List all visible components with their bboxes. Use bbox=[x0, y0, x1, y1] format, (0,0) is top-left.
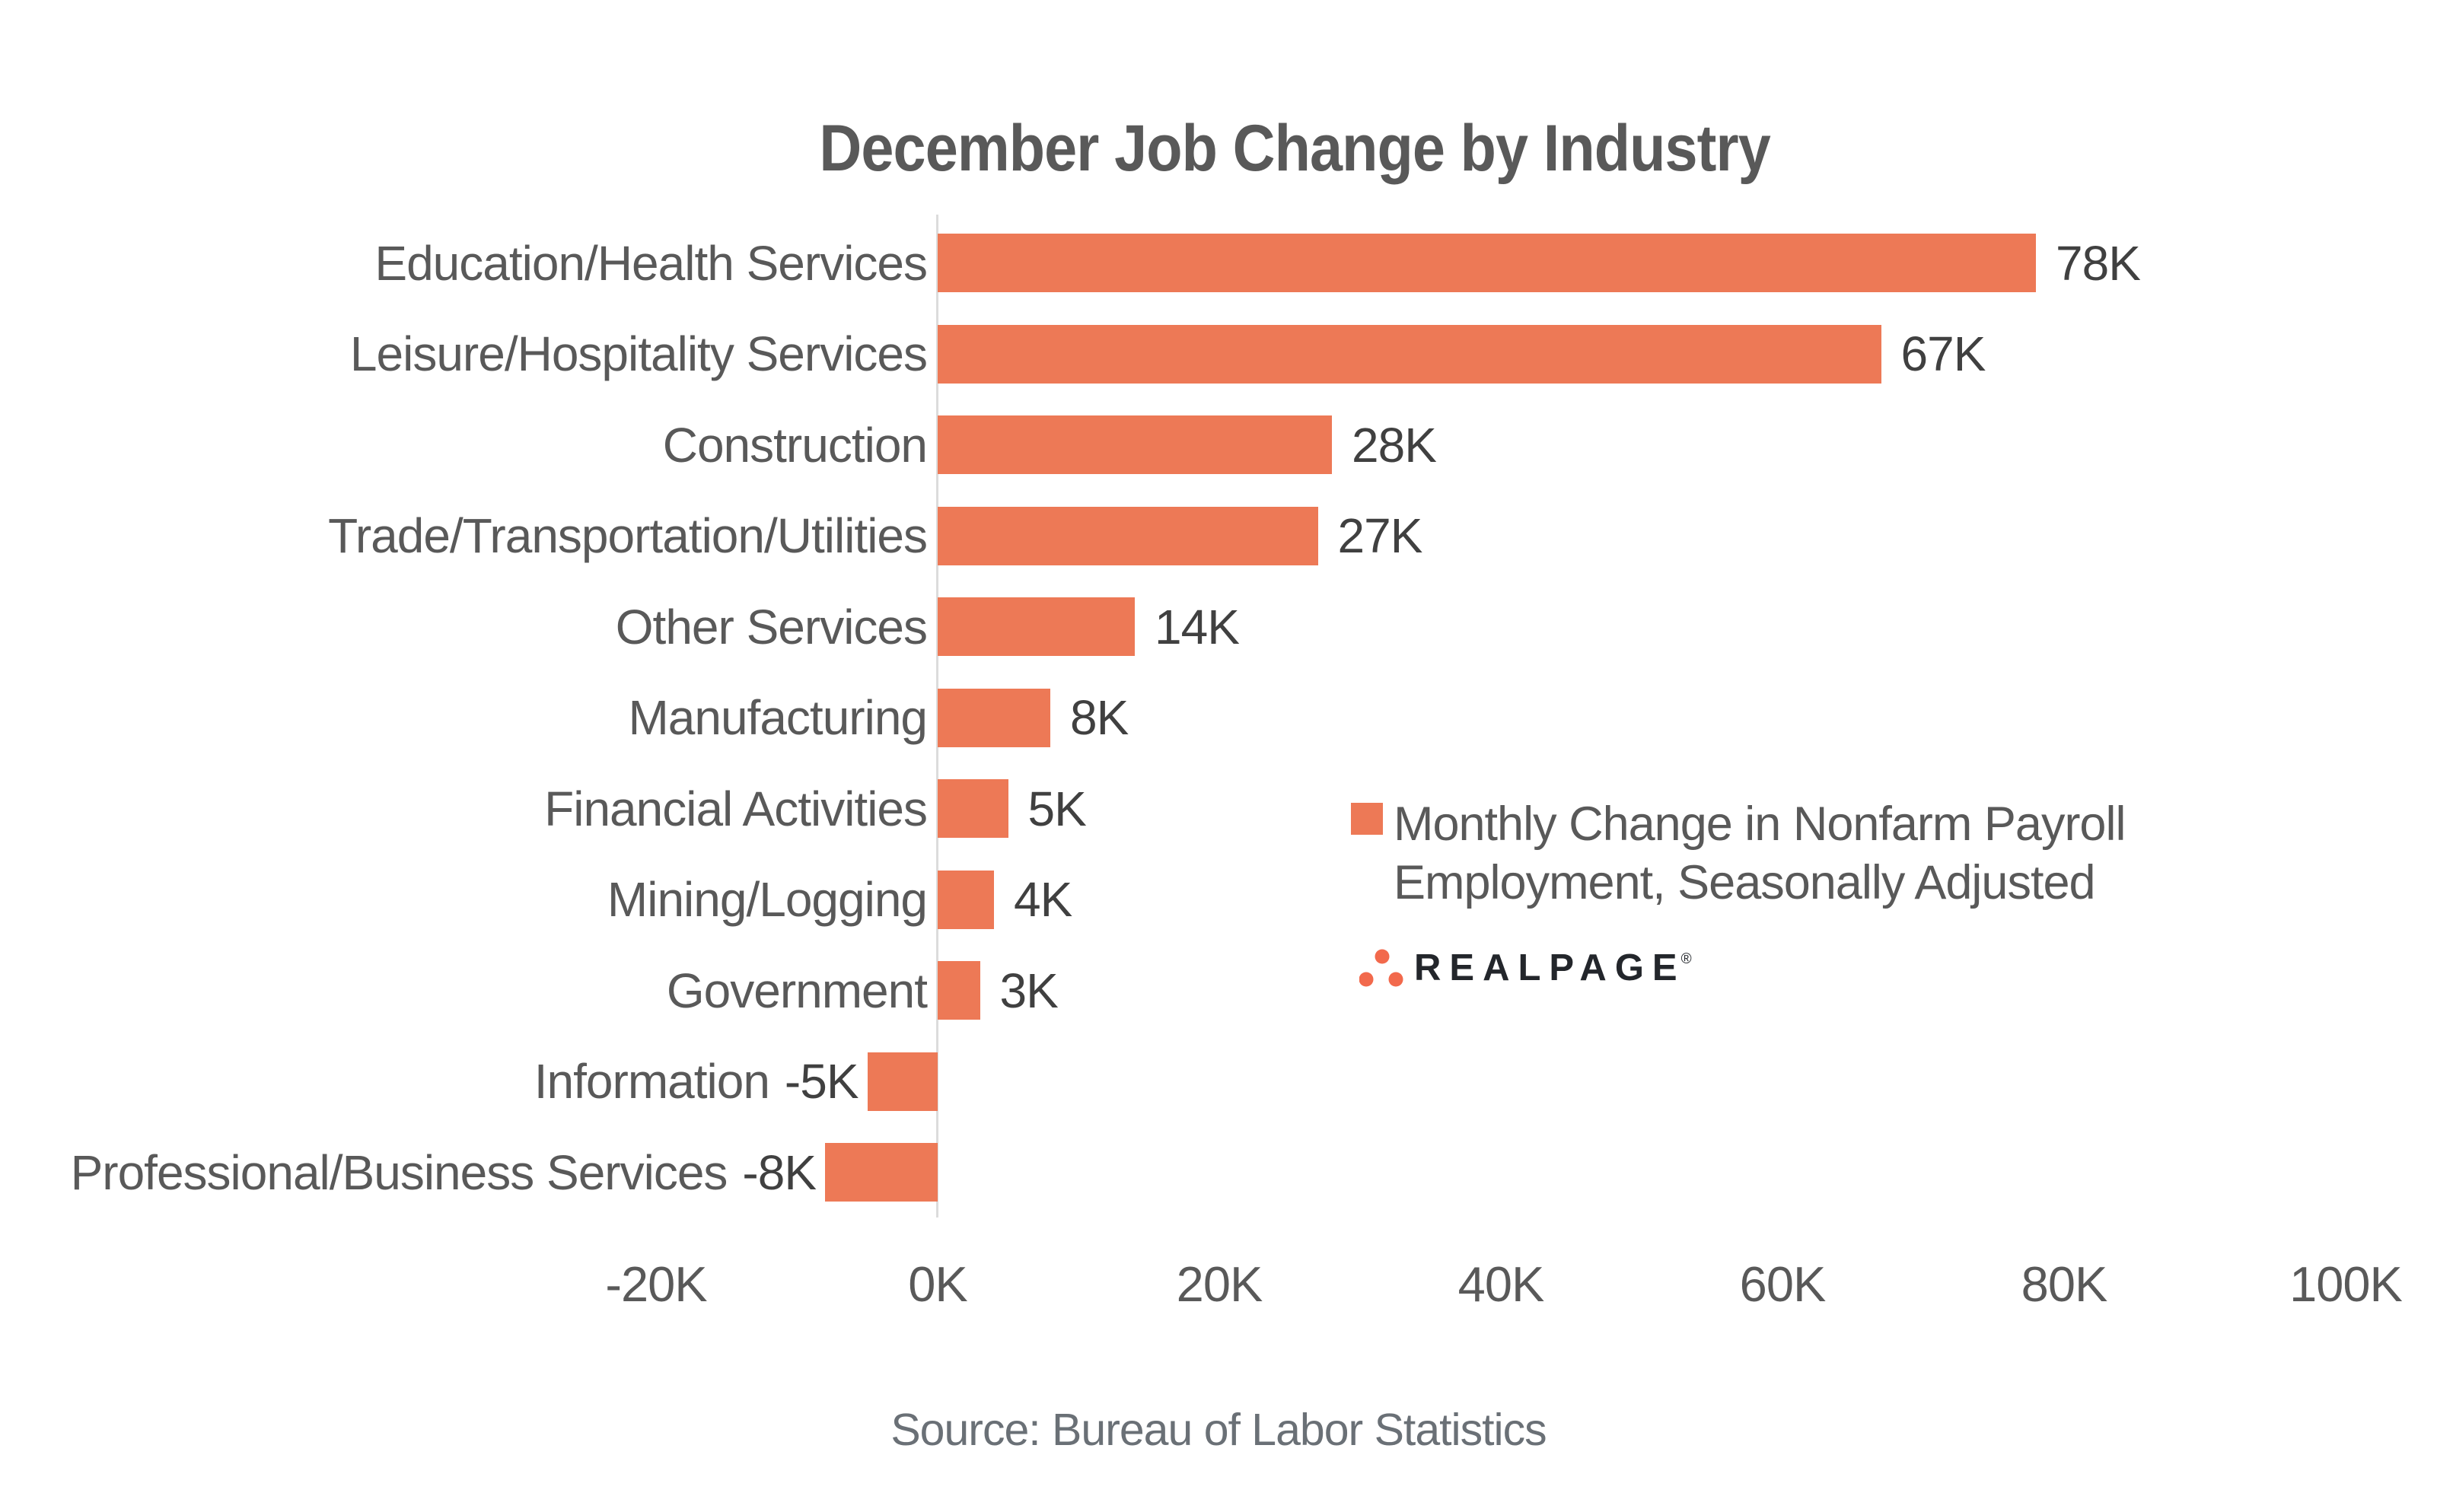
category-label-2: Construction bbox=[662, 417, 928, 473]
bar-9 bbox=[867, 1052, 938, 1111]
value-label-5: 8K bbox=[1070, 690, 1129, 745]
x-tick--20K: -20K bbox=[605, 1256, 707, 1312]
bar-4 bbox=[938, 597, 1135, 656]
category-label-3: Trade/Transportation/Utilities bbox=[328, 508, 928, 563]
bar-8 bbox=[938, 961, 980, 1020]
value-label-7: 4K bbox=[1014, 872, 1072, 927]
bar-3 bbox=[938, 506, 1318, 565]
category-label-7: Mining/Logging bbox=[607, 872, 928, 927]
registered-trademark-icon: ® bbox=[1680, 951, 1692, 967]
x-tick-60K: 60K bbox=[1739, 1256, 1827, 1312]
category-label-0: Education/Health Services bbox=[374, 235, 928, 291]
value-label-4: 14K bbox=[1155, 599, 1240, 654]
bar-6 bbox=[938, 779, 1008, 838]
value-label-9: -5K bbox=[784, 1054, 859, 1109]
category-label-10: Professional/Business Services bbox=[70, 1144, 728, 1200]
category-label-6: Financial Activities bbox=[544, 781, 928, 836]
category-label-9: Information bbox=[534, 1054, 770, 1109]
legend-line-1: Monthly Change in Nonfarm Payroll bbox=[1394, 797, 2126, 851]
bar-0 bbox=[938, 234, 2036, 292]
category-label-8: Government bbox=[666, 963, 928, 1018]
realpage-logo: REALPAGE ® bbox=[1359, 947, 1692, 989]
bar-10 bbox=[825, 1143, 938, 1202]
bar-5 bbox=[938, 688, 1050, 747]
value-label-6: 5K bbox=[1027, 781, 1087, 836]
chart-title: December Job Change by Industry bbox=[152, 111, 2437, 186]
value-label-10: -8K bbox=[742, 1144, 817, 1200]
legend-line-2: Employment, Seasonally Adjusted bbox=[1394, 855, 2096, 909]
value-label-3: 27K bbox=[1337, 508, 1423, 563]
category-label-4: Other Services bbox=[615, 599, 928, 654]
bar-7 bbox=[938, 870, 994, 929]
legend-label: Monthly Change in Nonfarm Payroll Employ… bbox=[1394, 795, 2126, 912]
source-note: Source: Bureau of Labor Statistics bbox=[890, 1405, 1547, 1455]
category-label-1: Leisure/Hospitality Services bbox=[349, 326, 928, 381]
value-label-2: 28K bbox=[1352, 417, 1437, 473]
category-label-5: Manufacturing bbox=[628, 690, 928, 745]
x-tick-40K: 40K bbox=[1457, 1256, 1545, 1312]
value-label-8: 3K bbox=[999, 963, 1059, 1018]
value-label-0: 78K bbox=[2056, 235, 2141, 291]
x-tick-80K: 80K bbox=[2021, 1256, 2108, 1312]
zero-axis-line bbox=[936, 215, 938, 1218]
legend-swatch bbox=[1351, 803, 1383, 835]
x-tick-0K: 0K bbox=[908, 1256, 968, 1312]
bar-1 bbox=[938, 324, 1881, 384]
value-label-1: 67K bbox=[1900, 326, 1986, 381]
realpage-dots-icon bbox=[1359, 949, 1403, 987]
category-and-value-10: Professional/Business Services -8K bbox=[0, 1143, 817, 1202]
legend: Monthly Change in Nonfarm Payroll Employ… bbox=[1351, 795, 2126, 912]
x-tick-20K: 20K bbox=[1176, 1256, 1263, 1312]
chart-title-text: December Job Change by Industry bbox=[819, 112, 1770, 185]
category-and-value-9: Information -5K bbox=[0, 1052, 859, 1111]
bar-2 bbox=[938, 415, 1332, 474]
x-tick-100K: 100K bbox=[2289, 1256, 2403, 1312]
realpage-logo-text: REALPAGE bbox=[1414, 947, 1686, 988]
